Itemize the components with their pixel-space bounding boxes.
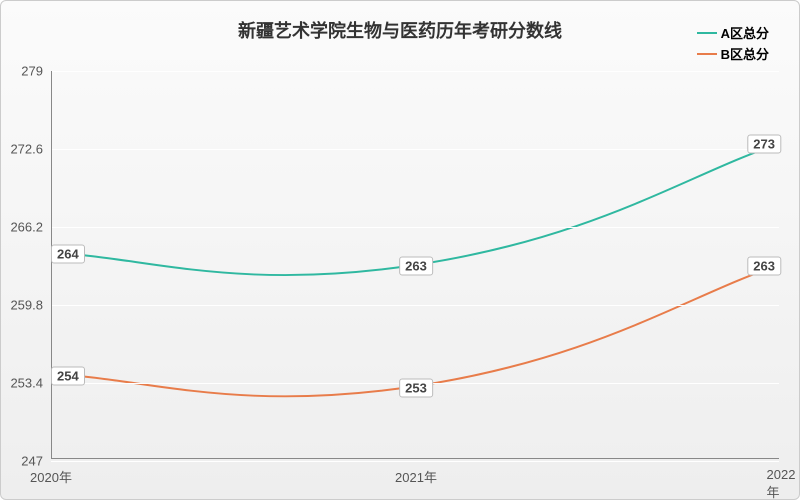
data-label: 264 bbox=[51, 244, 85, 263]
legend-swatch-b bbox=[697, 53, 717, 55]
legend-item-b: B区总分 bbox=[697, 44, 769, 63]
series-line bbox=[51, 144, 779, 275]
x-axis-line bbox=[51, 458, 779, 459]
legend-swatch-a bbox=[697, 32, 717, 34]
y-tick-label: 259.8 bbox=[10, 298, 51, 313]
x-tick-label: 2022年 bbox=[767, 459, 796, 501]
x-tick-label: 2020年 bbox=[30, 459, 72, 486]
data-label: 263 bbox=[399, 257, 433, 276]
legend: A区总分 B区总分 bbox=[697, 23, 769, 65]
y-tick-label: 279 bbox=[21, 64, 51, 79]
y-gridline bbox=[51, 71, 779, 72]
data-label: 253 bbox=[399, 378, 433, 397]
data-label: 263 bbox=[747, 257, 781, 276]
series-line bbox=[51, 265, 779, 396]
y-tick-label: 266.2 bbox=[10, 220, 51, 235]
y-tick-label: 272.6 bbox=[10, 142, 51, 157]
y-axis-line bbox=[51, 71, 52, 459]
y-tick-label: 253.4 bbox=[10, 376, 51, 391]
y-gridline bbox=[51, 227, 779, 228]
legend-label-b: B区总分 bbox=[721, 44, 769, 63]
data-label: 254 bbox=[51, 366, 85, 385]
legend-label-a: A区总分 bbox=[721, 23, 769, 42]
chart-title: 新疆艺术学院生物与医药历年考研分数线 bbox=[1, 17, 799, 43]
y-gridline bbox=[51, 305, 779, 306]
legend-item-a: A区总分 bbox=[697, 23, 769, 42]
chart-container: 新疆艺术学院生物与医药历年考研分数线 A区总分 B区总分 247253.4259… bbox=[0, 0, 800, 500]
plot-area: 247253.4259.8266.2272.62792020年2021年2022… bbox=[51, 71, 779, 459]
x-tick-label: 2021年 bbox=[395, 459, 437, 486]
data-label: 273 bbox=[747, 135, 781, 154]
y-gridline bbox=[51, 149, 779, 150]
